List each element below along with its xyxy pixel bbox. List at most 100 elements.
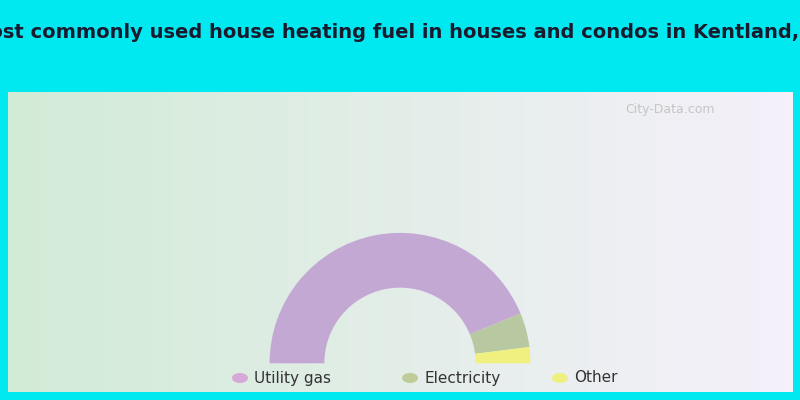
Bar <box>759 92 767 392</box>
Bar <box>256 92 264 392</box>
Bar <box>734 92 741 392</box>
Bar <box>648 92 656 392</box>
Bar <box>491 92 499 392</box>
Bar <box>367 92 375 392</box>
Text: City-Data.com: City-Data.com <box>626 104 714 116</box>
Bar <box>250 92 258 392</box>
Bar <box>668 92 675 392</box>
Bar <box>158 92 166 392</box>
Bar <box>224 92 231 392</box>
Bar <box>184 92 192 392</box>
Bar <box>511 92 518 392</box>
Bar <box>191 92 198 392</box>
Bar <box>381 92 388 392</box>
Bar <box>289 92 297 392</box>
Bar <box>394 92 401 392</box>
Text: Utility gas: Utility gas <box>254 370 331 386</box>
Bar <box>276 92 283 392</box>
Bar <box>452 92 460 392</box>
Bar <box>99 92 107 392</box>
Bar <box>374 92 382 392</box>
Bar <box>485 92 493 392</box>
Bar <box>204 92 211 392</box>
Bar <box>406 92 414 392</box>
Text: Other: Other <box>574 370 618 386</box>
Bar <box>152 92 159 392</box>
Bar <box>27 92 35 392</box>
Bar <box>726 92 734 392</box>
Bar <box>243 92 250 392</box>
Bar <box>518 92 525 392</box>
Bar <box>400 92 407 392</box>
Bar <box>67 92 74 392</box>
Bar <box>354 92 362 392</box>
Bar <box>478 92 486 392</box>
Bar <box>387 92 394 392</box>
Ellipse shape <box>232 373 248 383</box>
Bar <box>590 92 597 392</box>
Bar <box>779 92 786 392</box>
Bar <box>687 92 695 392</box>
Bar <box>466 92 473 392</box>
Bar <box>178 92 186 392</box>
Bar <box>694 92 702 392</box>
Bar <box>322 92 329 392</box>
Bar <box>544 92 551 392</box>
Wedge shape <box>470 313 530 354</box>
Bar <box>41 92 48 392</box>
Bar <box>576 92 584 392</box>
Bar <box>315 92 322 392</box>
Bar <box>720 92 728 392</box>
Bar <box>498 92 506 392</box>
Bar <box>47 92 54 392</box>
Bar <box>472 92 479 392</box>
Bar <box>459 92 466 392</box>
Bar <box>210 92 218 392</box>
Bar <box>348 92 355 392</box>
Bar <box>302 92 310 392</box>
Bar <box>629 92 636 392</box>
Bar <box>341 92 349 392</box>
Bar <box>138 92 146 392</box>
Bar <box>93 92 101 392</box>
Bar <box>616 92 623 392</box>
Bar <box>740 92 747 392</box>
Bar <box>524 92 532 392</box>
Bar <box>361 92 368 392</box>
Bar <box>786 92 793 392</box>
Bar <box>34 92 42 392</box>
Bar <box>557 92 564 392</box>
Bar <box>132 92 140 392</box>
Bar <box>563 92 571 392</box>
Bar <box>217 92 225 392</box>
Bar <box>54 92 62 392</box>
Bar <box>596 92 603 392</box>
Bar <box>707 92 714 392</box>
Bar <box>334 92 342 392</box>
Bar <box>119 92 126 392</box>
Bar <box>309 92 316 392</box>
Bar <box>550 92 558 392</box>
Bar <box>773 92 780 392</box>
Bar <box>642 92 650 392</box>
Bar <box>439 92 446 392</box>
Bar <box>420 92 427 392</box>
Bar <box>609 92 617 392</box>
Bar <box>426 92 434 392</box>
Bar <box>413 92 421 392</box>
Bar <box>14 92 22 392</box>
Bar <box>674 92 682 392</box>
Bar <box>766 92 774 392</box>
Bar <box>753 92 760 392</box>
Bar <box>262 92 270 392</box>
Bar <box>60 92 68 392</box>
Bar <box>295 92 303 392</box>
Bar <box>654 92 662 392</box>
Bar <box>270 92 277 392</box>
Bar <box>662 92 669 392</box>
Bar <box>433 92 440 392</box>
Bar <box>602 92 610 392</box>
Bar <box>583 92 590 392</box>
Bar <box>198 92 205 392</box>
Text: Electricity: Electricity <box>424 370 500 386</box>
